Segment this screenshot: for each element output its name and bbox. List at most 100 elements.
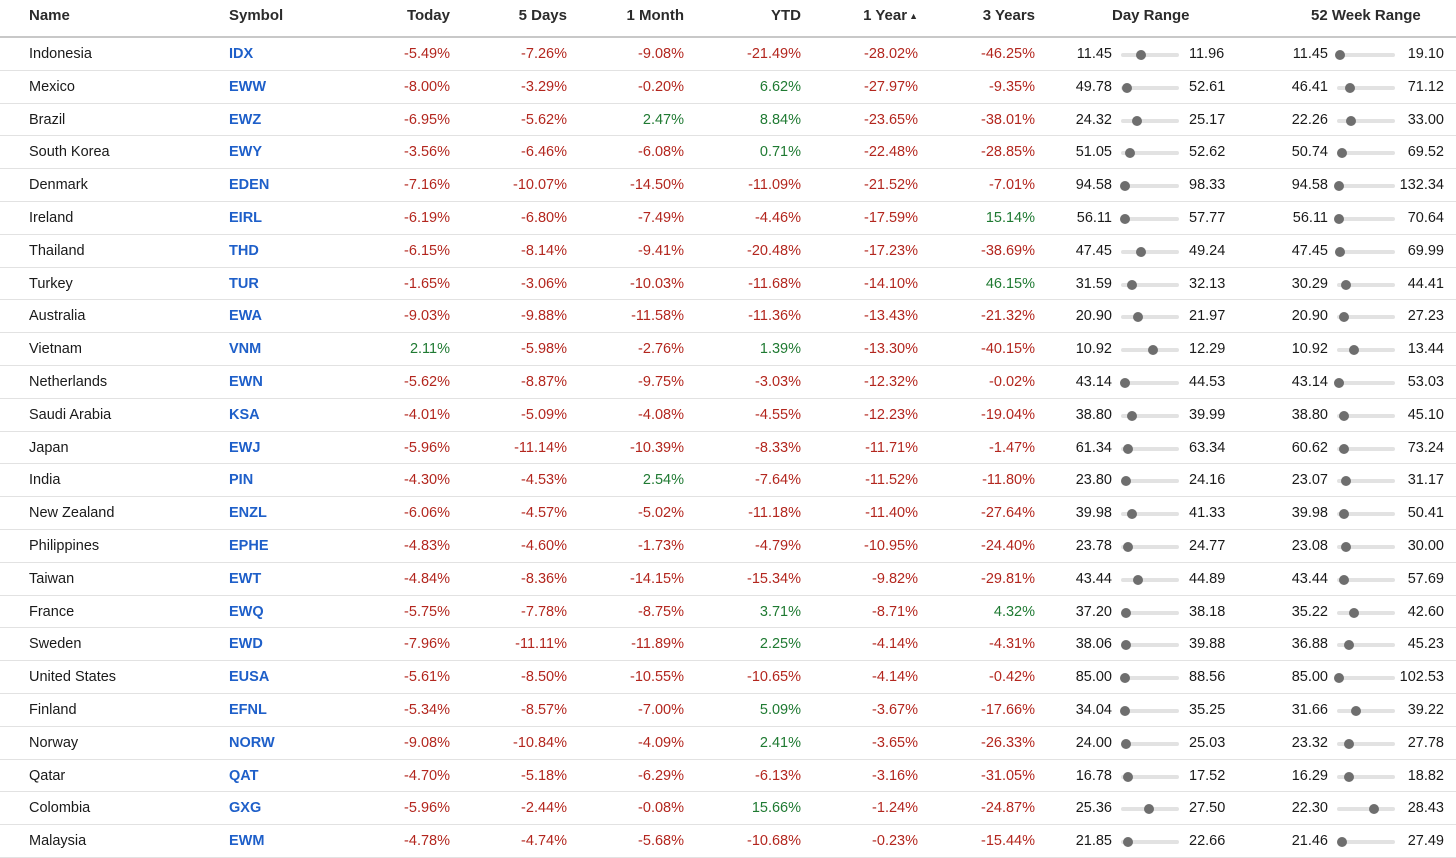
- 52-week-low: 20.90: [1291, 308, 1328, 325]
- day-range-slider: [1121, 443, 1179, 454]
- 1-year-change: -3.65%: [872, 734, 918, 751]
- day-high: 22.66: [1189, 833, 1226, 850]
- symbol-link[interactable]: VNM: [229, 341, 262, 358]
- day-range-slider: [1121, 640, 1179, 651]
- country-name: Ireland: [29, 209, 74, 226]
- 3-year-change: -0.42%: [989, 669, 1035, 686]
- 52-week-high: 33.00: [1407, 111, 1444, 128]
- table-row: New Zealand ENZL -6.06% -4.57% -5.02% -11.18%…: [0, 497, 1456, 530]
- symbol-link[interactable]: EWW: [229, 78, 267, 95]
- table-row: Norway NORW -9.08% -10.84% -4.09% 2.41% -3.65%…: [0, 727, 1456, 760]
- 1-year-change: -10.95%: [863, 537, 918, 554]
- day-range-slider: [1121, 345, 1179, 356]
- table-row: Mexico EWW -8.00% -3.29% -0.20% 6.62% -27.97% -…: [0, 71, 1456, 104]
- country-name: Denmark: [29, 177, 88, 194]
- symbol-cell: ENZL: [229, 497, 267, 529]
- symbol-cell: TUR: [229, 268, 259, 300]
- symbol-link[interactable]: EUSA: [229, 669, 270, 686]
- symbol-link[interactable]: IDX: [229, 46, 254, 62]
- symbol-link[interactable]: EWM: [229, 833, 265, 850]
- day-low: 38.06: [1075, 636, 1112, 653]
- symbol-link[interactable]: EWJ: [229, 439, 261, 456]
- day-range-slider: [1121, 509, 1179, 520]
- 3-year-change: -31.05%: [980, 767, 1035, 784]
- 1-year-change: -1.24%: [872, 800, 918, 817]
- symbol-cell: EFNL: [229, 694, 267, 726]
- 52-week-range-slider: [1337, 410, 1395, 421]
- 52-week-range-marker: [1340, 476, 1351, 487]
- column-header-today[interactable]: Today: [406, 7, 450, 24]
- table-row: France EWQ -5.75% -7.78% -8.75% 3.71% -8.71% 4.…: [0, 596, 1456, 629]
- table-row: Sweden EWD -7.96% -11.11% -11.89% 2.25% -4.14%…: [0, 628, 1456, 662]
- column-header-name[interactable]: Name: [29, 7, 70, 24]
- symbol-link[interactable]: ENZL: [229, 505, 267, 522]
- 52-week-range-marker: [1340, 541, 1351, 552]
- table-row: Brazil EWZ -6.95% -5.62% 2.47% 8.84% -23.65% -3…: [0, 104, 1456, 137]
- column-header-52-week-range[interactable]: 52 Week Range: [1311, 7, 1421, 24]
- day-range-slider: [1120, 673, 1179, 684]
- day-high: 44.89: [1189, 570, 1226, 587]
- symbol-link[interactable]: QAT: [229, 767, 259, 784]
- today-change: -7.96%: [404, 636, 450, 653]
- symbol-link[interactable]: THD: [229, 242, 259, 259]
- day-range-slider: [1121, 279, 1179, 290]
- symbol-link[interactable]: EWY: [229, 144, 263, 161]
- day-range-slider: [1121, 607, 1179, 618]
- symbol-link[interactable]: KSA: [229, 406, 260, 423]
- country-name: South Korea: [29, 144, 110, 161]
- 52-week-range-marker: [1348, 607, 1359, 618]
- symbol-link[interactable]: NORW: [229, 734, 275, 751]
- column-header-symbol[interactable]: Symbol: [229, 7, 284, 24]
- symbol-link[interactable]: EWA: [229, 308, 263, 325]
- today-change: -1.65%: [404, 275, 450, 292]
- symbol-link[interactable]: EPHE: [229, 537, 269, 554]
- column-header-1-month[interactable]: 1 Month: [626, 7, 685, 24]
- symbol-cell: EWA: [229, 300, 262, 332]
- day-range-slider: [1121, 115, 1179, 126]
- today-change: -4.01%: [404, 406, 450, 423]
- 1-month-change: -9.08%: [638, 46, 684, 62]
- day-range-slider: [1121, 82, 1179, 93]
- 1-month-change: -2.76%: [638, 341, 684, 358]
- day-range-marker: [1121, 82, 1132, 93]
- 52-week-range-slider: [1337, 115, 1395, 126]
- ytd-change: -7.64%: [755, 472, 801, 489]
- symbol-link[interactable]: GXG: [229, 800, 262, 817]
- column-header-5-days[interactable]: 5 Days: [518, 7, 567, 24]
- symbol-link[interactable]: PIN: [229, 472, 254, 489]
- ytd-change: 2.41%: [759, 734, 801, 751]
- column-header-1-year[interactable]: 1 Year ▲: [863, 0, 918, 32]
- day-range-slider: [1121, 804, 1179, 815]
- symbol-link[interactable]: TUR: [229, 275, 259, 292]
- 52-week-range-marker: [1343, 771, 1354, 782]
- column-header-3-years[interactable]: 3 Years: [982, 7, 1035, 24]
- 52-week-low: 50.74: [1291, 144, 1328, 161]
- symbol-link[interactable]: EWN: [229, 373, 263, 390]
- symbol-cell: EIRL: [229, 202, 262, 234]
- column-header-ytd[interactable]: YTD: [771, 7, 801, 24]
- 52-week-low: 35.22: [1291, 603, 1328, 620]
- 52-week-range-slider: [1337, 476, 1395, 487]
- symbol-cell: IDX: [229, 38, 253, 70]
- symbol-link[interactable]: EWQ: [229, 603, 264, 620]
- today-change: -4.78%: [404, 833, 450, 850]
- symbol-link[interactable]: EDEN: [229, 177, 270, 194]
- ytd-change: -4.79%: [755, 537, 801, 554]
- symbol-link[interactable]: EIRL: [229, 209, 263, 226]
- table-row: Saudi Arabia KSA -4.01% -5.09% -4.08% -4.55% -…: [0, 399, 1456, 432]
- symbol-link[interactable]: EWD: [229, 636, 263, 653]
- column-header-1-year-label: 1 Year: [863, 7, 908, 24]
- column-header-day-range[interactable]: Day Range: [1112, 7, 1190, 24]
- symbol-cell: THD: [229, 235, 259, 267]
- today-change: -9.03%: [404, 308, 450, 325]
- day-range-slider: [1120, 213, 1179, 224]
- today-change: -4.83%: [404, 537, 450, 554]
- symbol-link[interactable]: EFNL: [229, 701, 267, 718]
- symbol-link[interactable]: EWZ: [229, 111, 262, 128]
- table-row: Denmark EDEN -7.16% -10.07% -14.50% -11.09% -2…: [0, 169, 1456, 202]
- today-change: -5.49%: [404, 46, 450, 62]
- 52-week-low: 31.66: [1291, 701, 1328, 718]
- symbol-link[interactable]: EWT: [229, 570, 262, 587]
- today-change: -5.96%: [404, 800, 450, 817]
- 5-day-change: -4.60%: [521, 537, 567, 554]
